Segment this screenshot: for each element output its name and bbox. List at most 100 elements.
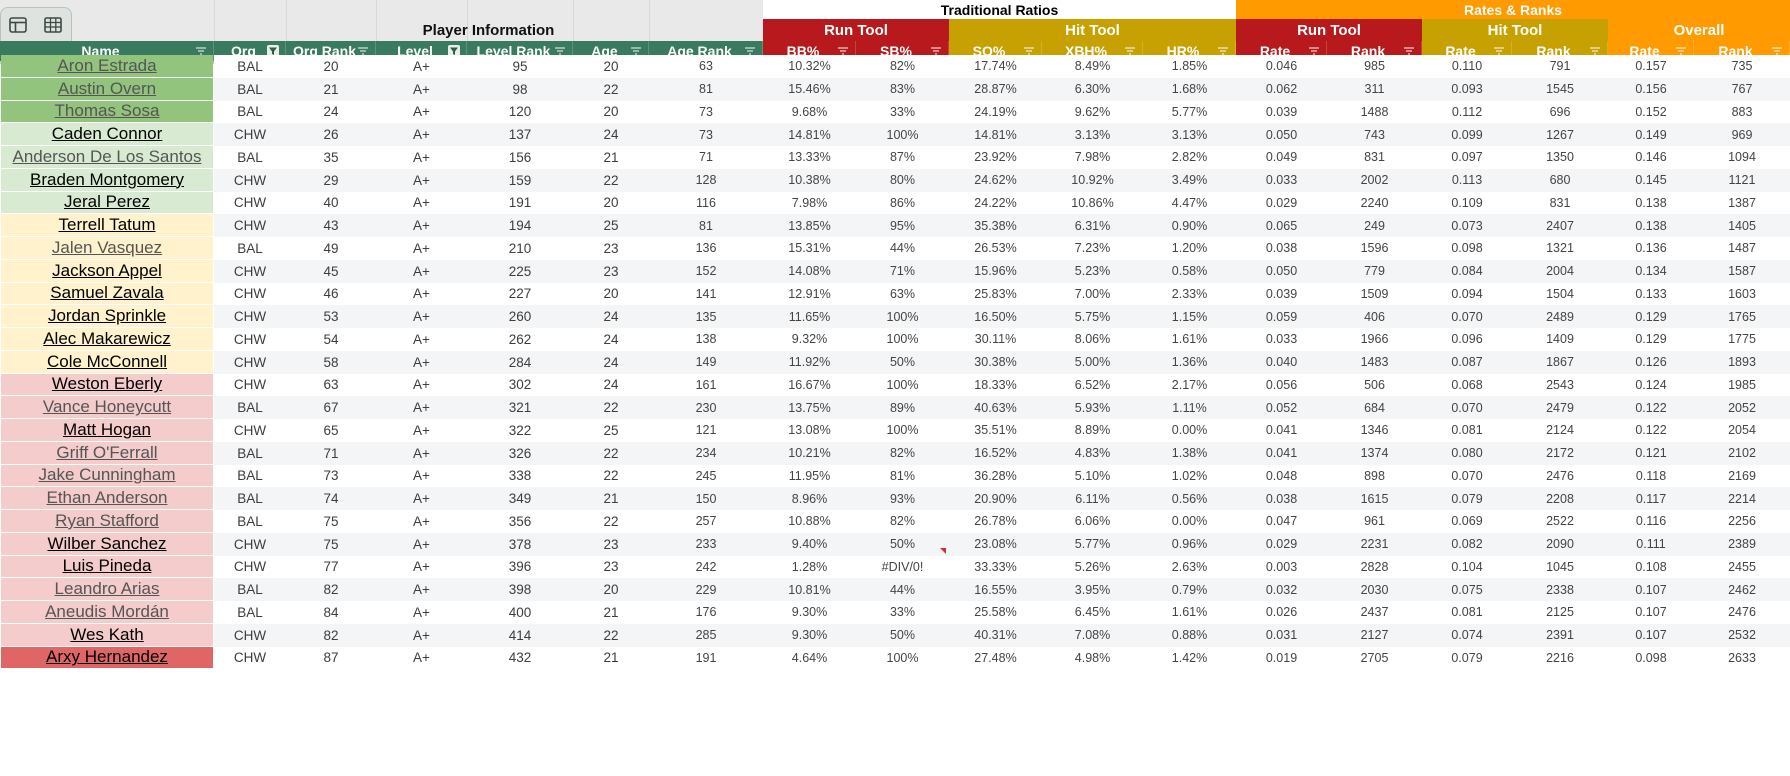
- player-name-link[interactable]: Alec Makarewicz: [43, 328, 171, 348]
- bb-cell: 10.38%: [788, 173, 831, 188]
- player-name-cell[interactable]: Alec Makarewicz: [1, 328, 213, 351]
- active-filter-funnel-icon[interactable]: [448, 45, 460, 57]
- player-name-cell[interactable]: Wilber Sanchez: [1, 532, 213, 556]
- active-filter-funnel-icon[interactable]: [267, 45, 279, 57]
- player-name-link[interactable]: Matt Hogan: [63, 419, 151, 439]
- player-name-link[interactable]: Ethan Anderson: [46, 488, 168, 508]
- sort-filter-icon[interactable]: [837, 45, 849, 57]
- hr-cell: 1.02%: [1171, 468, 1208, 483]
- player-name-cell[interactable]: Anderson De Los Santos: [1, 146, 213, 169]
- sort-filter-icon[interactable]: [357, 45, 369, 57]
- sort-filter-icon[interactable]: [1023, 45, 1035, 57]
- player-name-cell[interactable]: Wes Kath: [1, 623, 213, 647]
- cell-note-indicator[interactable]: [940, 547, 946, 554]
- hr-cell: 1.61%: [1171, 332, 1208, 347]
- player-name-cell[interactable]: Jackson Appel: [1, 259, 213, 283]
- hit-rate-cell: 0.112: [1451, 104, 1483, 119]
- hit-rank-cell: 1867: [1546, 355, 1574, 370]
- player-name-cell[interactable]: Thomas Sosa: [1, 100, 213, 124]
- bb-cell: 9.30%: [791, 605, 828, 620]
- player-name-cell[interactable]: Jordan Sprinkle: [1, 305, 213, 328]
- player-name-link[interactable]: Jeral Perez: [64, 192, 150, 212]
- xbh-cell: 8.89%: [1074, 423, 1111, 438]
- player-name-cell[interactable]: Ryan Stafford: [1, 510, 213, 533]
- org-cell: BAL: [237, 513, 263, 529]
- player-name-cell[interactable]: Arxy Hernandez: [1, 646, 213, 670]
- table-row: [214, 487, 1790, 510]
- table-row: [214, 146, 1790, 169]
- hit-rate-cell: 0.094: [1451, 286, 1483, 301]
- player-name-link[interactable]: Jordan Sprinkle: [47, 306, 167, 326]
- player-name-link[interactable]: Wilber Sanchez: [47, 533, 167, 553]
- player-name-cell[interactable]: Terrell Tatum: [1, 214, 213, 237]
- player-name-cell[interactable]: Jeral Perez: [1, 191, 213, 215]
- age-rank-cell: 63: [699, 59, 713, 74]
- player-name-link[interactable]: Samuel Zavala: [50, 283, 164, 303]
- sort-filter-icon[interactable]: [1493, 45, 1505, 57]
- player-name-link[interactable]: Aneudis Mordán: [45, 601, 169, 621]
- player-name-link[interactable]: Ryan Stafford: [55, 510, 159, 530]
- player-name-link[interactable]: Braden Montgomery: [29, 169, 185, 189]
- player-name-cell[interactable]: Weston Eberly: [1, 373, 213, 397]
- player-name-cell[interactable]: Samuel Zavala: [1, 282, 213, 306]
- player-name-link[interactable]: Jalen Vasquez: [51, 237, 163, 257]
- run-rank-cell: 406: [1364, 309, 1385, 324]
- sort-filter-icon[interactable]: [1217, 45, 1229, 57]
- sort-filter-icon[interactable]: [554, 45, 566, 57]
- sb-cell: 89%: [889, 400, 916, 415]
- player-name-cell[interactable]: Jake Cunningham: [1, 464, 213, 488]
- sort-filter-icon[interactable]: [1771, 45, 1783, 57]
- sort-filter-icon[interactable]: [930, 45, 942, 57]
- player-name-cell[interactable]: Aneudis Mordán: [1, 601, 213, 624]
- player-name-link[interactable]: Vance Honeycutt: [42, 397, 172, 417]
- player-name-cell[interactable]: Jalen Vasquez: [1, 237, 213, 260]
- bb-cell: 9.68%: [791, 104, 828, 119]
- hit-rate-cell: 0.074: [1451, 628, 1483, 643]
- age-rank-cell: 141: [695, 286, 717, 301]
- player-name-link[interactable]: Thomas Sosa: [54, 101, 160, 121]
- player-name-cell[interactable]: Braden Montgomery: [1, 168, 213, 192]
- player-name-link[interactable]: Griff O'Ferrall: [56, 442, 158, 462]
- player-name-link[interactable]: Terrell Tatum: [58, 215, 156, 235]
- grid-view-icon[interactable]: [44, 17, 62, 33]
- run-rate-cell: 0.062: [1265, 82, 1298, 97]
- player-name-link[interactable]: Luis Pineda: [62, 556, 152, 576]
- sort-filter-icon[interactable]: [1675, 45, 1687, 57]
- so-cell: 30.11%: [974, 332, 1017, 347]
- player-name-link[interactable]: Leandro Arias: [54, 579, 160, 599]
- player-name-link[interactable]: Jake Cunningham: [38, 465, 176, 485]
- player-name-link[interactable]: Caden Connor: [51, 124, 163, 144]
- player-name-cell[interactable]: Ethan Anderson: [1, 487, 213, 510]
- player-name-cell[interactable]: Vance Honeycutt: [1, 396, 213, 419]
- level-rank-cell: 356: [508, 513, 532, 529]
- player-name-cell[interactable]: Matt Hogan: [1, 419, 213, 442]
- age-rank-cell: 191: [695, 650, 717, 665]
- player-name-link[interactable]: Cole McConnell: [47, 351, 167, 371]
- sort-filter-icon[interactable]: [744, 45, 756, 57]
- sort-filter-icon[interactable]: [1589, 45, 1601, 57]
- age-cell: 24: [603, 309, 619, 325]
- player-name-link[interactable]: Anderson De Los Santos: [12, 146, 202, 166]
- player-name-cell[interactable]: Cole McConnell: [1, 350, 213, 374]
- player-name-link[interactable]: Wes Kath: [70, 624, 144, 644]
- player-name-link[interactable]: Aron Estrada: [57, 55, 157, 75]
- player-name-link[interactable]: Austin Overn: [57, 78, 157, 98]
- player-name-cell[interactable]: Luis Pineda: [1, 555, 213, 579]
- player-name-cell[interactable]: Austin Overn: [1, 77, 213, 101]
- sort-filter-icon[interactable]: [195, 45, 207, 57]
- player-name-link[interactable]: Weston Eberly: [51, 374, 163, 394]
- player-name-cell[interactable]: Caden Connor: [1, 123, 213, 146]
- player-name-cell[interactable]: Leandro Arias: [1, 578, 213, 601]
- sort-filter-icon[interactable]: [630, 45, 642, 57]
- sort-filter-icon[interactable]: [1403, 45, 1415, 57]
- player-name-link[interactable]: Jackson Appel: [52, 260, 162, 280]
- player-name-cell[interactable]: Aron Estrada: [1, 55, 213, 78]
- player-name-cell[interactable]: Griff O'Ferrall: [1, 441, 213, 465]
- table-view-icon[interactable]: [9, 17, 27, 33]
- sort-filter-icon[interactable]: [1124, 45, 1136, 57]
- column-divider: [649, 0, 650, 41]
- sort-filter-icon[interactable]: [1308, 45, 1320, 57]
- so-cell: 16.55%: [974, 582, 1017, 597]
- run-rank-cell: 506: [1364, 377, 1385, 392]
- player-name-link[interactable]: Arxy Hernandez: [46, 647, 168, 667]
